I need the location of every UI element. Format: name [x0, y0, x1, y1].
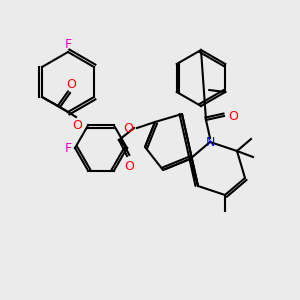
Text: O: O — [66, 78, 76, 91]
Text: F: F — [65, 142, 72, 154]
Text: N: N — [205, 136, 215, 148]
Text: O: O — [124, 160, 134, 173]
Text: F: F — [64, 38, 72, 51]
Text: O: O — [72, 119, 82, 132]
Text: O: O — [123, 122, 133, 134]
Text: O: O — [228, 110, 238, 122]
